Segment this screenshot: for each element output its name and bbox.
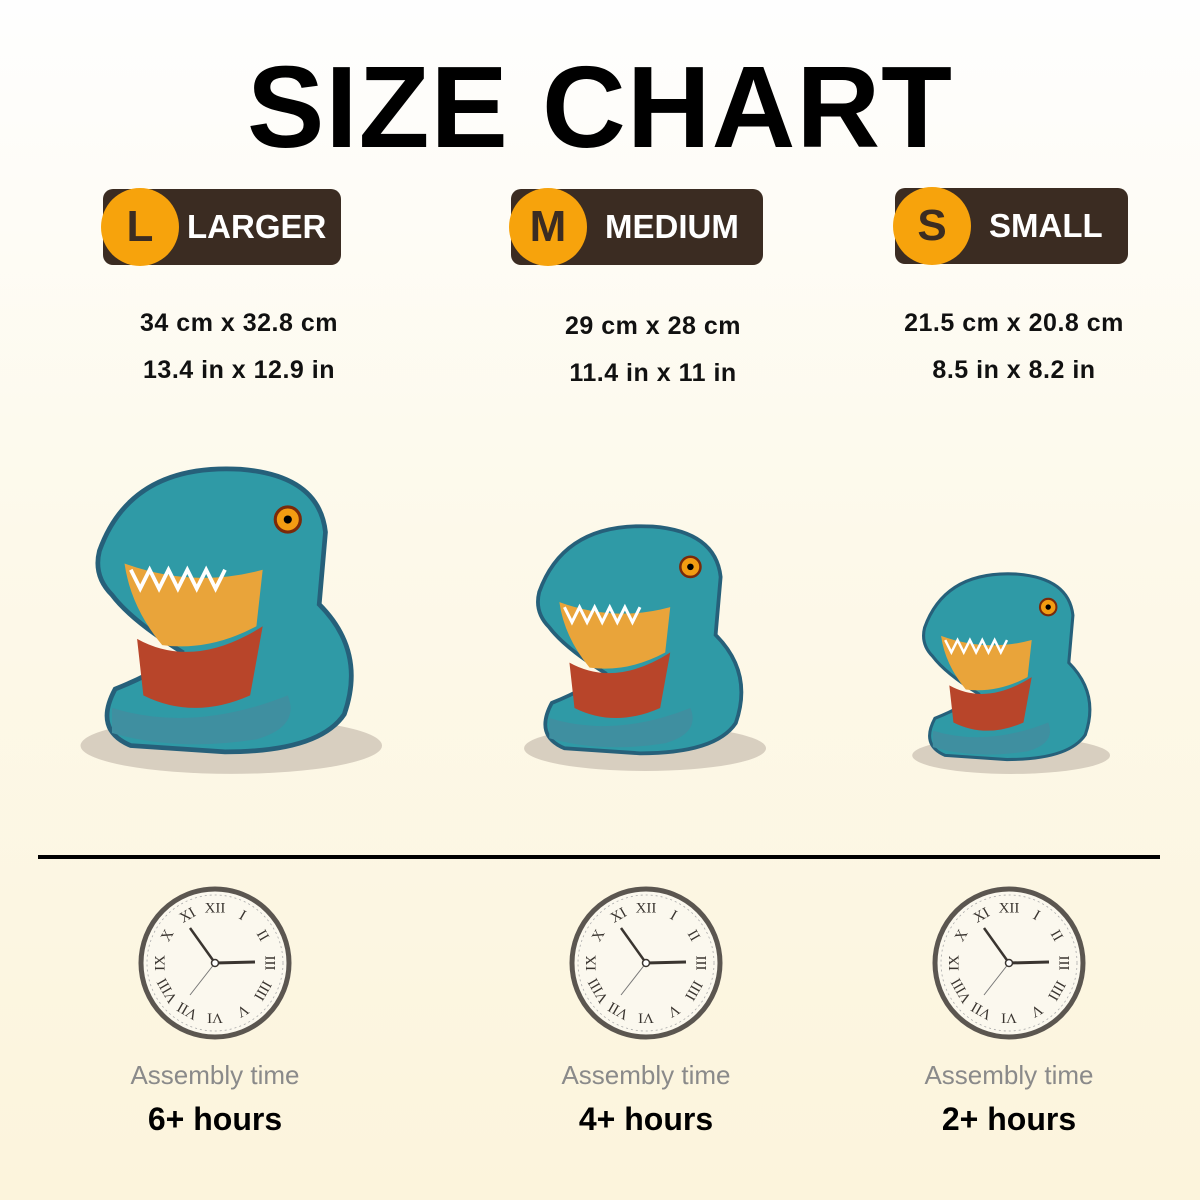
svg-text:XI: XI <box>177 905 199 927</box>
imperial-size: 11.4 in x 11 in <box>569 359 737 387</box>
size-label: LARGER <box>187 208 327 245</box>
size-letter: S <box>893 187 971 265</box>
assembly-time: 6+ hours <box>147 1101 283 1137</box>
t-rex-puzzle-image-medium <box>524 524 766 771</box>
svg-text:IX: IX <box>583 955 599 971</box>
dimensions-medium: 29 cm x 28 cm 11.4 in x 11 in <box>503 303 803 397</box>
svg-text:XII: XII <box>999 900 1020 916</box>
svg-text:III: III <box>693 956 709 971</box>
assembly-time: 2+ hours <box>941 1101 1077 1137</box>
imperial-size: 13.4 in x 12.9 in <box>143 356 335 384</box>
assembly-small: Assembly time 2+ hours <box>859 1060 1159 1138</box>
size-badge-small: S SMALL <box>893 187 1128 265</box>
assembly-label: Assembly time <box>924 1060 1094 1090</box>
dimensions-small: 21.5 cm x 20.8 cm 8.5 in x 8.2 in <box>864 300 1164 394</box>
size-letter: L <box>101 188 179 266</box>
svg-text:VI: VI <box>1001 1010 1017 1026</box>
svg-text:XI: XI <box>971 905 993 927</box>
svg-text:XI: XI <box>608 905 630 927</box>
page-title: SIZE CHART <box>247 42 953 172</box>
assembly-large: Assembly time 6+ hours <box>65 1060 365 1138</box>
assembly-medium: Assembly time 4+ hours <box>496 1060 796 1138</box>
svg-text:XII: XII <box>205 900 226 916</box>
svg-text:III: III <box>262 956 278 971</box>
svg-text:XII: XII <box>636 900 657 916</box>
size-badge-large: L LARGER <box>101 188 341 266</box>
size-label: SMALL <box>989 207 1103 244</box>
dimensions-large: 34 cm x 32.8 cm 13.4 in x 12.9 in <box>89 300 389 394</box>
size-label: MEDIUM <box>605 208 739 245</box>
metric-size: 34 cm x 32.8 cm <box>140 309 338 337</box>
divider <box>38 855 1160 859</box>
svg-text:IX: IX <box>152 955 168 971</box>
svg-text:VI: VI <box>638 1010 654 1026</box>
t-rex-puzzle-image-large <box>80 466 382 774</box>
metric-size: 29 cm x 28 cm <box>564 312 742 340</box>
svg-text:VI: VI <box>207 1010 223 1026</box>
size-letter: M <box>509 188 587 266</box>
assembly-time: 4+ hours <box>578 1101 714 1137</box>
assembly-label: Assembly time <box>561 1060 731 1090</box>
size-badge-medium: M MEDIUM <box>509 188 763 266</box>
t-rex-puzzle-image-small <box>912 572 1110 774</box>
assembly-label: Assembly time <box>130 1060 300 1090</box>
imperial-size: 8.5 in x 8.2 in <box>932 356 1096 384</box>
metric-size: 21.5 cm x 20.8 cm <box>904 309 1124 337</box>
svg-text:III: III <box>1056 956 1072 971</box>
svg-text:IX: IX <box>946 955 962 971</box>
